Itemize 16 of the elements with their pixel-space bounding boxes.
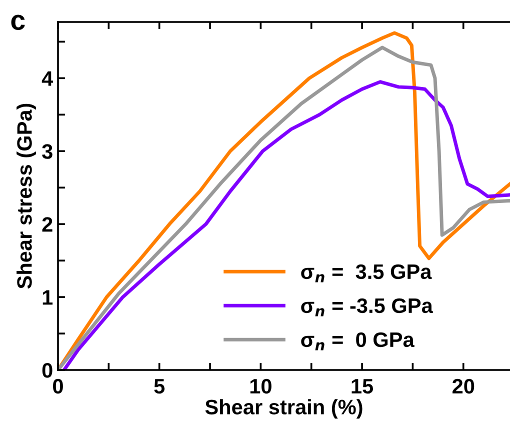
y-tick-label: 3 [42, 144, 52, 159]
x-tick-label: 20 [452, 378, 474, 394]
x-tick-label: 0 [53, 378, 63, 394]
legend-label: σ$_{n}$ = -3.5 GPa [301, 298, 433, 316]
legend-label: σ$_{n}$ = 0 GPa [301, 332, 414, 350]
x-axis-title: Shear strain (%) [205, 399, 362, 419]
text: c [11, 14, 25, 30]
y-tick-label: 0 [42, 363, 52, 378]
x-tick-label: 5 [154, 379, 165, 394]
x-tick-label: 10 [250, 378, 272, 394]
y-axis-title: Shear stress (GPa) [16, 104, 36, 289]
legend-label: σ$_{n}$ = 3.5 GPa [301, 264, 432, 282]
y-tick-label: 1 [42, 290, 53, 305]
y-tick-label: 2 [42, 217, 52, 232]
y-tick-label: 4 [42, 71, 54, 86]
x-tick-label: 15 [352, 379, 374, 394]
